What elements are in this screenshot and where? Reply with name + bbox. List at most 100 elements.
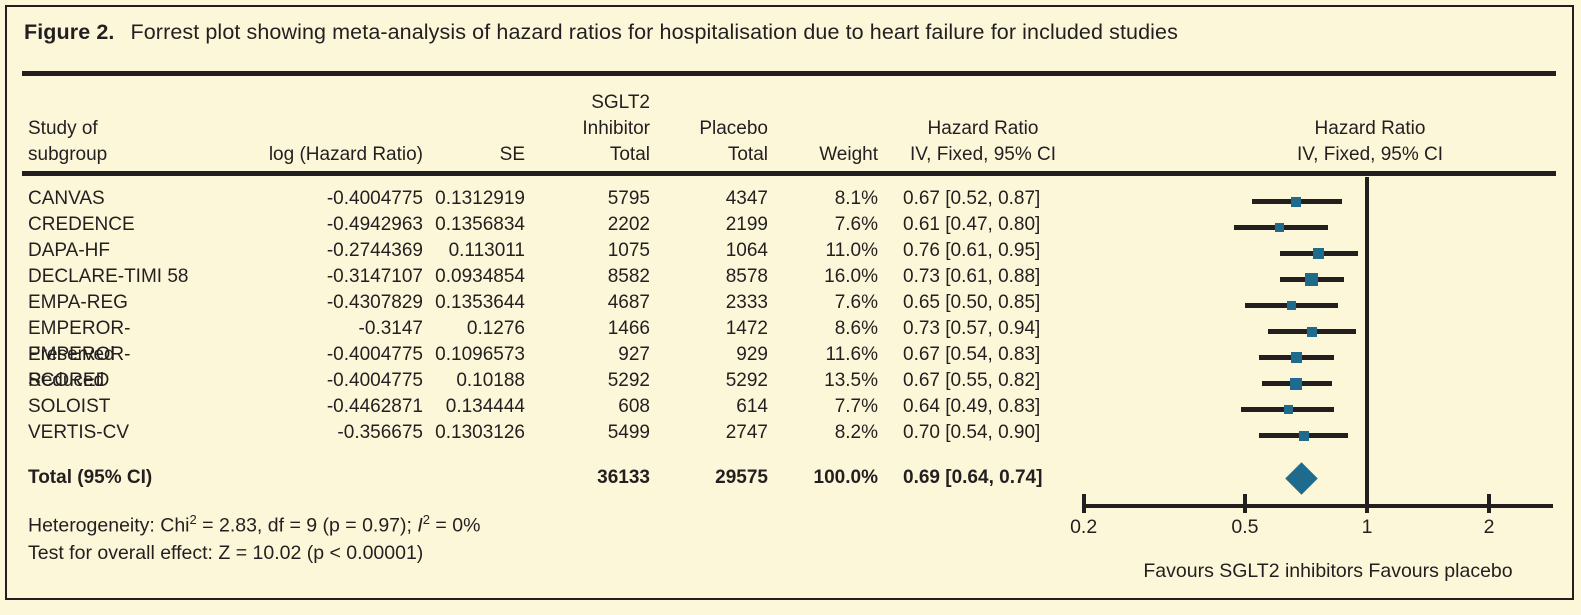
cell-sglt2-total: 5292 bbox=[607, 370, 650, 391]
cell-se: 0.10188 bbox=[456, 370, 525, 391]
cell-sglt2-total: 2202 bbox=[607, 214, 650, 235]
cell-study: SOLOIST bbox=[28, 396, 111, 417]
total-label: Total (95% CI) bbox=[28, 467, 153, 488]
cell-log-hr: -0.4004775 bbox=[326, 344, 423, 365]
point-estimate-emperor-preserved bbox=[1306, 326, 1317, 337]
cell-hr-ci: 0.64 [0.49, 0.83] bbox=[903, 396, 1041, 417]
cell-hr-ci: 0.65 [0.50, 0.85] bbox=[903, 292, 1041, 313]
cell-log-hr: -0.3147107 bbox=[326, 266, 423, 287]
header-sglt2-total: SGLT2 Inhibitor Total bbox=[582, 92, 650, 165]
point-estimate-canvas bbox=[1291, 196, 1302, 207]
cell-weight: 7.7% bbox=[834, 396, 878, 417]
cell-se: 0.1303126 bbox=[435, 422, 525, 443]
cell-se: 0.1096573 bbox=[435, 344, 525, 365]
axis-tick-0.5 bbox=[1242, 494, 1247, 513]
cell-log-hr: -0.3147 bbox=[358, 318, 423, 339]
cell-placebo-total: 2333 bbox=[725, 292, 768, 313]
table-row: DECLARE-TIMI 58 -0.3147107 0.0934854 8582 85… bbox=[0, 264, 1088, 290]
axis-tick-label-0.5: 0.5 bbox=[1231, 516, 1259, 538]
cell-sglt2-total: 8582 bbox=[607, 266, 650, 287]
cell-placebo-total: 929 bbox=[736, 344, 768, 365]
cell-placebo-total: 2199 bbox=[725, 214, 768, 235]
cell-se: 0.0934854 bbox=[435, 266, 525, 287]
cell-se: 0.1353644 bbox=[435, 292, 525, 313]
cell-hr-ci: 0.73 [0.57, 0.94] bbox=[903, 318, 1041, 339]
cell-study: DECLARE-TIMI 58 bbox=[28, 266, 189, 287]
cell-hr-ci: 0.70 [0.54, 0.90] bbox=[903, 422, 1041, 443]
heterogeneity-text: Heterogeneity: Chi2 = 2.83, df = 9 (p = … bbox=[28, 512, 481, 537]
header-study: Study of subgroup bbox=[28, 118, 108, 165]
point-estimate-scored bbox=[1290, 377, 1303, 390]
cell-log-hr: -0.4942963 bbox=[326, 214, 423, 235]
cell-study: EMPEROR-Preserved bbox=[28, 318, 131, 365]
table-row: CREDENCE -0.4942963 0.1356834 2202 2199 7.6% 0… bbox=[0, 212, 1088, 238]
table-row: EMPEROR-Reduced -0.4004775 0.1096573 927 929… bbox=[0, 342, 1088, 391]
cell-study: SCORED bbox=[28, 370, 110, 391]
title-divider bbox=[22, 71, 1556, 76]
cell-study: DAPA-HF bbox=[28, 240, 110, 261]
cell-study: VERTIS-CV bbox=[28, 422, 130, 443]
cell-sglt2-total: 1466 bbox=[607, 318, 650, 339]
cell-weight: 11.0% bbox=[825, 240, 878, 261]
cell-log-hr: -0.356675 bbox=[337, 422, 423, 443]
cell-weight: 8.2% bbox=[834, 422, 878, 443]
x-axis bbox=[1083, 504, 1553, 508]
point-estimate-emperor-reduced bbox=[1290, 352, 1302, 363]
cell-placebo-total: 614 bbox=[736, 396, 768, 417]
cell-sglt2-total: 608 bbox=[618, 396, 650, 417]
figure-title-text: Forrest plot showing meta-analysis of ha… bbox=[130, 20, 1178, 44]
cell-log-hr: -0.4004775 bbox=[326, 370, 423, 391]
total-weight: 100.0% bbox=[813, 467, 878, 488]
table-row: VERTIS-CV -0.356675 0.1303126 5499 2747 8.2% 0… bbox=[0, 420, 1088, 446]
cell-placebo-total: 1064 bbox=[725, 240, 768, 261]
cell-placebo-total: 1472 bbox=[725, 318, 768, 339]
cell-log-hr: -0.4004775 bbox=[326, 188, 423, 209]
figure-border bbox=[5, 5, 1574, 600]
point-estimate-dapa-hf bbox=[1313, 248, 1325, 259]
cell-log-hr: -0.2744369 bbox=[326, 240, 423, 261]
table-row: EMPA-REG -0.4307829 0.1353644 4687 2333 7.6% 0… bbox=[0, 290, 1088, 316]
total-hr-ci: 0.69 [0.64, 0.74] bbox=[903, 467, 1043, 488]
cell-weight: 7.6% bbox=[834, 214, 878, 235]
cell-placebo-total: 2747 bbox=[725, 422, 768, 443]
axis-tick-2 bbox=[1487, 494, 1492, 513]
cell-weight: 13.5% bbox=[824, 370, 878, 391]
cell-placebo-total: 4347 bbox=[725, 188, 768, 209]
cell-weight: 16.0% bbox=[824, 266, 878, 287]
header-hr-ci: Hazard Ratio IV, Fixed, 95% CI bbox=[909, 118, 1057, 165]
cell-hr-ci: 0.67 [0.54, 0.83] bbox=[903, 344, 1041, 365]
cell-weight: 8.1% bbox=[834, 188, 878, 209]
cell-log-hr: -0.4462871 bbox=[326, 396, 423, 417]
total-log-hr bbox=[195, 463, 423, 493]
header-divider bbox=[22, 171, 1556, 176]
cell-sglt2-total: 1075 bbox=[607, 240, 650, 261]
cell-study: CREDENCE bbox=[28, 214, 135, 235]
total-se bbox=[423, 463, 525, 493]
figure-label: Figure 2. bbox=[24, 20, 115, 44]
cell-sglt2-total: 5499 bbox=[607, 422, 650, 443]
table-row: EMPEROR-Preserved -0.3147 0.1276 1466 1472 8.… bbox=[0, 316, 1088, 365]
cell-sglt2-total: 5795 bbox=[607, 188, 650, 209]
cell-weight: 7.6% bbox=[834, 292, 878, 313]
stats-block: Heterogeneity: Chi2 = 2.83, df = 9 (p = … bbox=[28, 506, 480, 567]
cell-weight: 8.6% bbox=[834, 318, 878, 339]
cell-study: CANVAS bbox=[28, 188, 105, 209]
point-estimate-vertis-cv bbox=[1299, 430, 1310, 441]
total-placebo-total: 29575 bbox=[715, 467, 768, 488]
cell-study: EMPA-REG bbox=[28, 292, 128, 313]
reference-line-hr1 bbox=[1365, 177, 1369, 508]
cell-hr-ci: 0.61 [0.47, 0.80] bbox=[903, 214, 1041, 235]
cell-sglt2-total: 927 bbox=[618, 344, 650, 365]
cell-se: 0.1356834 bbox=[435, 214, 525, 235]
cell-placebo-total: 5292 bbox=[725, 370, 768, 391]
total-row: Total (95% CI) 36133 29575 100.0% 0.69 [… bbox=[0, 463, 1088, 493]
table-row: DAPA-HF -0.2744369 0.113011 1075 1064 11.0% 0.… bbox=[0, 238, 1088, 264]
cell-log-hr: -0.4307829 bbox=[326, 292, 423, 313]
cell-weight: 11.6% bbox=[825, 344, 878, 365]
plot-header-hr-ci: Hazard Ratio IV, Fixed, 95% CI bbox=[1296, 118, 1444, 165]
cell-se: 0.1276 bbox=[466, 318, 525, 339]
cell-study: EMPEROR-Reduced bbox=[28, 344, 131, 391]
figure-title: Figure 2. Forrest plot showing meta-analy… bbox=[24, 20, 1178, 45]
table-row: SCORED -0.4004775 0.10188 5292 5292 13.5% 0.67… bbox=[0, 368, 1088, 394]
